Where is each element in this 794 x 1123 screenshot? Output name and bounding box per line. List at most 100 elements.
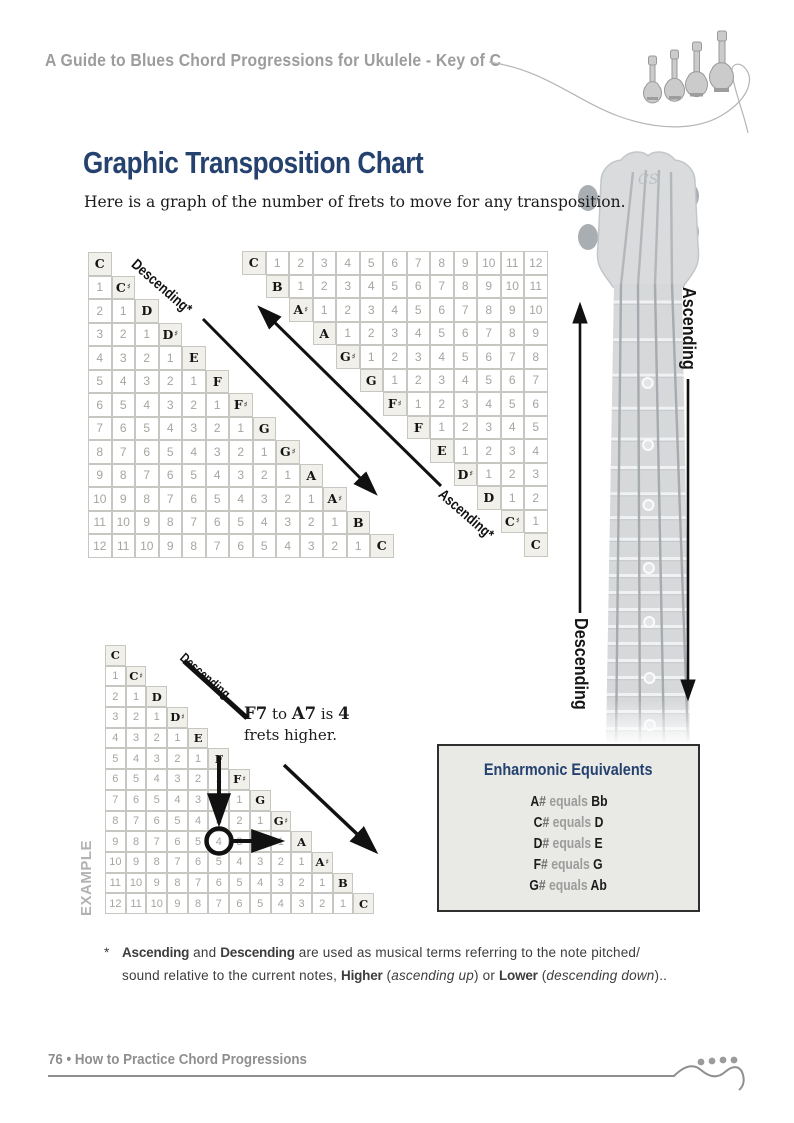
fret-count-cell: 1 [453,439,477,463]
fret-count-cell: 2 [430,392,454,416]
example-callout-line1: F7 to A7 is 4 [244,704,350,723]
fret-count-cell: 4 [208,831,230,852]
fret-count-cell: 5 [125,769,147,790]
fret-count-cell: 9 [500,298,524,322]
note-cell: B [332,872,354,894]
note-cell: G ♯ [336,345,360,369]
enharmonic-pair: A# equals Bb [529,794,608,810]
note-cell: G [359,368,383,392]
fret-count-cell: 2 [299,510,323,534]
fret-count-cell: 4 [453,368,477,392]
fret-count-cell: 1 [125,686,147,708]
fret-count-cell: 3 [383,321,407,345]
fret-count-cell: 1 [477,462,501,486]
fret-count-cell: 6 [146,810,168,832]
fret-count-cell: 8 [167,872,188,894]
fret-count-cell: 8 [158,510,182,534]
fret-count-cell: 2 [125,707,147,728]
fret-count-cell: 8 [524,345,548,369]
fret-count-cell: 11 [125,893,147,914]
note-cell: A ♯ [289,298,313,322]
header-swoosh-line [488,61,750,134]
fret-count-cell: 5 [430,321,454,345]
fret-count-cell: 1 [205,393,229,417]
fret-count-cell: 2 [105,686,126,708]
fret-count-cell: 2 [205,416,229,440]
fret-count-cell: 4 [500,415,524,439]
fret-count-cell: 11 [105,872,126,894]
fret-count-cell: 3 [270,872,292,894]
fret-count-cell: 4 [205,463,229,487]
fret-count-cell: 5 [111,393,135,417]
fret-count-cell: 1 [312,298,336,322]
fret-count-cell: 7 [182,510,206,534]
fret-count-cell: 6 [167,831,188,852]
example-side-label: EXAMPLE [78,839,95,916]
page-header: A Guide to Blues Chord Progressions for … [45,50,502,70]
fret-count-cell: 1 [167,727,188,749]
fret-count-cell: 4 [477,392,501,416]
fret-count-cell: 9 [477,274,501,298]
enharmonic-list: A# equals Bb C# equals D D# equals E F# equ… [439,792,698,897]
fret-count-cell: 8 [477,298,501,322]
headstock [596,151,700,288]
fret-count-cell: 1 [187,748,209,770]
neck-ascending-label: Ascending [679,287,699,370]
fret-count-cell: 6 [477,345,501,369]
fret-count-cell: 9 [88,463,112,487]
fret-count-cell: 3 [158,393,182,417]
fret-count-cell: 2 [88,299,112,323]
fret-count-cell: 5 [249,893,271,914]
fret-count-cell: 8 [135,487,159,511]
note-cell: A ♯ [311,851,333,873]
fret-count-cell: 6 [158,463,182,487]
fret-count-cell: 3 [125,727,147,749]
fret-count-cell: 5 [359,251,383,275]
fret-count-cell: 7 [208,893,230,914]
note-cell: B [346,510,370,534]
example-callout: F7 to A7 is 4 frets higher. [244,703,394,746]
fret-count-cell: 1 [265,251,289,275]
fret-count-cell: 7 [205,534,229,558]
fret-count-cell: 3 [406,345,430,369]
fret-count-cell: 2 [500,462,524,486]
fret-count-cell: 3 [167,769,188,790]
fret-count-cell: 1 [88,275,112,299]
note-cell: C [242,251,266,275]
fret-count-cell: 9 [135,510,159,534]
note-cell: F [208,748,230,770]
fret-count-cell: 4 [406,321,430,345]
fret-count-cell: 9 [146,872,168,894]
fret-count-cell: 6 [383,251,407,275]
fret-count-cell: 5 [182,463,206,487]
fret-count-cell: 8 [111,463,135,487]
fret-count-cell: 6 [135,440,159,464]
fret-count-cell: 2 [312,274,336,298]
fret-count-cell: 6 [524,392,548,416]
fret-count-cell: 10 [111,510,135,534]
fret-count-cell: 3 [111,346,135,370]
fret-count-cell: 2 [359,321,383,345]
fret-count-cell: 1 [249,810,271,832]
fret-count-cell: 1 [291,851,312,873]
fret-count-cell: 4 [383,298,407,322]
example-transposition-table: C 1 C ♯ 2 1 D 3 2 1 D ♯ 4 3 2 1 E 5 4 3 2 1 F 6 5 4 3 2 1 F ♯ 7 6 5 4 3 2 1 G 8… [105,645,374,914]
fret-count-cell: 10 [88,487,112,511]
fret-count-cell: 2 [291,872,312,894]
fret-count-cell: 4 [146,769,168,790]
fret-count-cell: 2 [524,486,548,510]
neck-descending-label: Descending [571,618,591,710]
fret-count-cell: 11 [88,510,112,534]
fret-count-cell: 1 [270,831,292,852]
fret-count-cell: 3 [477,415,501,439]
fret-count-cell: 8 [146,851,168,873]
fret-count-cell: 1 [500,486,524,510]
fret-count-cell: 7 [406,251,430,275]
fret-count-cell: 2 [336,298,360,322]
fret-count-cell: 9 [167,893,188,914]
note-cell: D [146,686,168,708]
fret-count-cell: 8 [182,534,206,558]
fret-count-cell: 2 [453,415,477,439]
fret-count-cell: 3 [249,851,271,873]
